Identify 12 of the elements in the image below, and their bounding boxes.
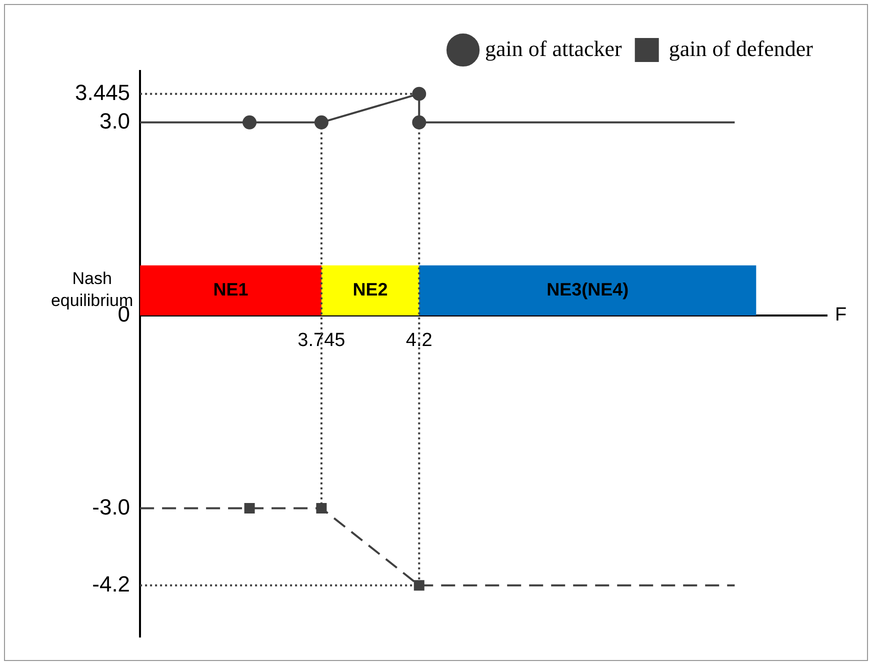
legend-label: gain of defender bbox=[668, 36, 814, 61]
x-tick-label: 3.745 bbox=[298, 330, 346, 351]
band-label: NE2 bbox=[352, 279, 388, 300]
band-label: NE1 bbox=[213, 279, 248, 300]
y-tick-label: 3.0 bbox=[99, 108, 130, 134]
x-tick-label: 4.2 bbox=[406, 330, 432, 351]
y-tick-label: -4.2 bbox=[92, 571, 130, 596]
legend-label: gain of attacker bbox=[485, 36, 623, 61]
band-label: NE3(NE4) bbox=[546, 279, 629, 300]
x-axis-title: F bbox=[835, 304, 847, 326]
y-tick-label: 3.445 bbox=[74, 80, 130, 105]
y-tick-label: -3.0 bbox=[92, 494, 130, 520]
